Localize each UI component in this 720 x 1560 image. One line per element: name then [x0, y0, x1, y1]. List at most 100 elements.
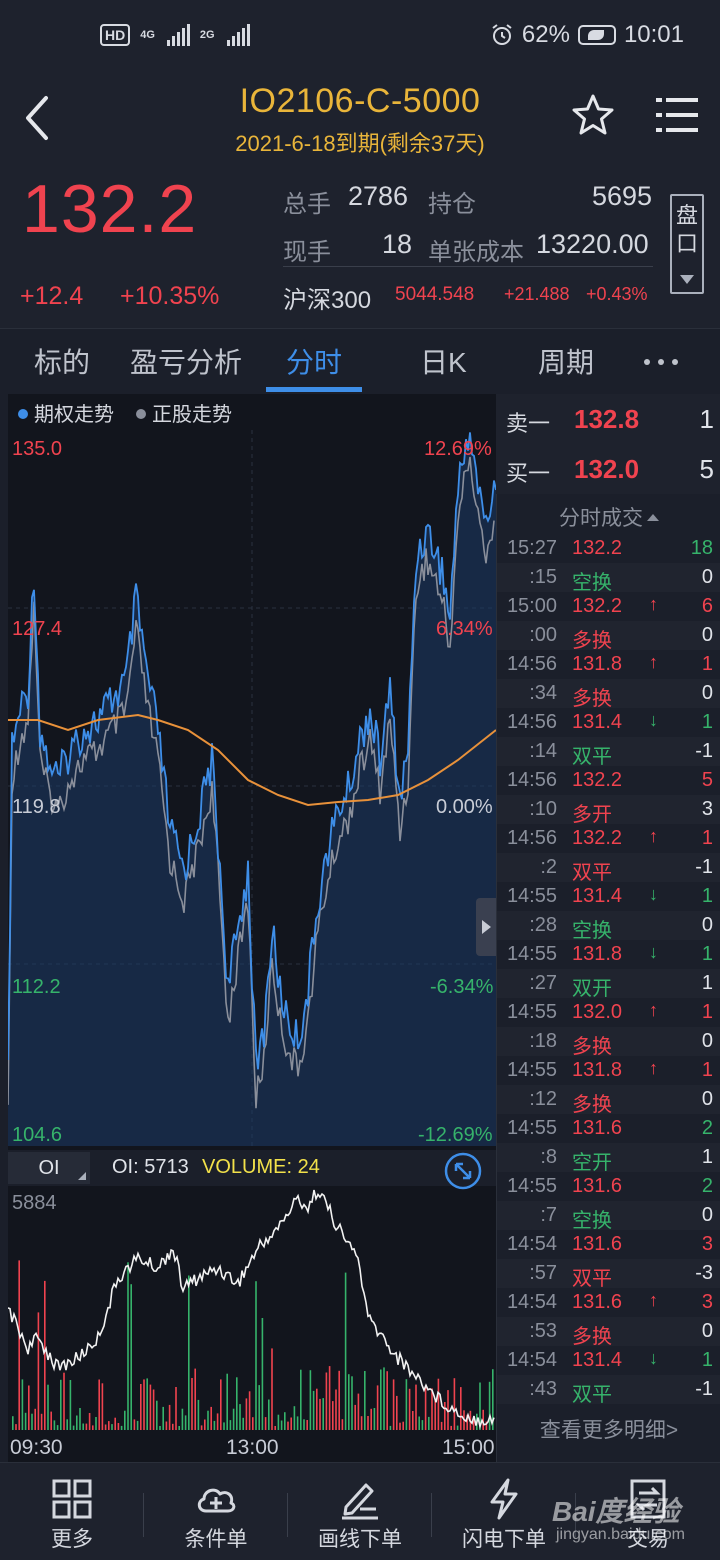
volume-bar: [82, 1423, 84, 1430]
trade-qty: 1: [701, 885, 713, 907]
nav-flash-order[interactable]: 闪电下单: [432, 1463, 576, 1560]
trade-time: :18: [529, 1030, 557, 1052]
nav-separator: [575, 1493, 576, 1537]
trades-title-button[interactable]: 分时成交: [497, 502, 720, 532]
volume-bar: [18, 1260, 20, 1430]
order-book-toggle-button[interactable]: 盘口: [670, 194, 704, 294]
trade-row: 14:55 131.6 2: [497, 1114, 720, 1143]
volume-bar: [348, 1374, 350, 1430]
volume-bar: [120, 1425, 123, 1430]
active-tab-indicator: [266, 387, 362, 392]
volume-bar: [232, 1408, 235, 1430]
trade-price: 多换: [572, 688, 612, 710]
tab-intraday[interactable]: 分时: [286, 347, 343, 378]
trade-qty: 1: [701, 972, 713, 994]
nav-conditional-order[interactable]: 条件单: [144, 1463, 288, 1560]
ask-qty: 1: [699, 404, 714, 434]
y-label-lower: 112.2: [12, 976, 61, 998]
nav-trade-label: 交易: [627, 1528, 669, 1551]
volume-bar: [152, 1389, 155, 1430]
volume-bar: [72, 1425, 75, 1430]
see-more-link[interactable]: 查看更多明细>: [539, 1419, 679, 1442]
legend-option[interactable]: 期权走势: [18, 398, 114, 427]
volume-bar: [319, 1398, 321, 1430]
trade-row: :8 空开 1: [497, 1143, 720, 1174]
nav-trade[interactable]: 交易: [576, 1463, 720, 1560]
volume-bar: [159, 1426, 161, 1430]
volume-bar: [396, 1395, 398, 1430]
volume-readout: VOLUME: 24: [202, 1156, 320, 1178]
trade-row: 14:55 131.8 ↓ 1: [497, 940, 720, 969]
tab-pnl-analysis[interactable]: 盈亏分析: [130, 347, 243, 378]
trade-qty: 5: [701, 769, 713, 791]
volume-bar: [271, 1348, 273, 1430]
trade-direction-icon: ↓: [649, 884, 658, 904]
time-label-open: 09:30: [10, 1436, 63, 1459]
favorite-star-icon[interactable]: [570, 92, 616, 138]
price-change: +12.4: [20, 282, 84, 310]
volume-bar: [124, 1410, 126, 1430]
indicator-select[interactable]: OI: [8, 1152, 90, 1184]
pct-label-high: 12.69%: [424, 438, 492, 460]
time-and-sales: 分时成交 15:27 132.2 18:15 空换 0 15:00 132.2 ↑ 6:00 多换…: [496, 494, 720, 1462]
tab-daily-k[interactable]: 日K: [420, 347, 467, 378]
volume-bar: [117, 1423, 120, 1430]
trade-time: :8: [540, 1146, 557, 1168]
trade-price: 132.2: [572, 595, 623, 617]
trade-qty: 0: [701, 1320, 713, 1342]
tab-underlying[interactable]: 标的: [34, 347, 91, 378]
volume-bar: [50, 1411, 52, 1430]
back-icon[interactable]: [22, 94, 52, 142]
volume-bar: [453, 1378, 456, 1430]
volume-bar: [399, 1422, 401, 1430]
trade-qty: -1: [695, 1378, 713, 1400]
trade-time: :7: [540, 1204, 557, 1226]
volume-bar: [408, 1388, 411, 1430]
trade-price: 双平: [572, 746, 612, 768]
volume-bar: [226, 1373, 228, 1430]
trade-time: 14:55: [506, 1175, 557, 1197]
volume-bar: [15, 1424, 17, 1430]
nav-draw-line-order[interactable]: 画线下单: [288, 1463, 432, 1560]
menu-icon[interactable]: [656, 96, 698, 134]
tab-period[interactable]: 周期: [538, 347, 595, 378]
volume-bar: [312, 1390, 315, 1430]
trade-price: 131.4: [572, 711, 623, 733]
bid-row[interactable]: 买一 132.0 5: [506, 450, 714, 490]
ask-row[interactable]: 卖一 132.8 1: [506, 400, 714, 440]
trade-price: 131.6: [572, 1233, 623, 1255]
header: IO2106-C-5000 2021-6-18到期(剩余37天): [0, 70, 720, 170]
trade-price: 空换: [572, 920, 612, 942]
collapse-panel-handle[interactable]: [476, 898, 496, 956]
volume-bar: [300, 1369, 302, 1430]
trade-price: 131.4: [572, 885, 623, 907]
more-tabs-icon[interactable]: [644, 359, 678, 365]
volume-bar: [437, 1378, 440, 1430]
trade-qty: 2: [701, 1117, 713, 1139]
volume-bar: [415, 1384, 417, 1430]
oi-volume-chart[interactable]: [8, 1188, 496, 1430]
volume-bar: [204, 1419, 206, 1430]
lightning-icon: [490, 1478, 518, 1520]
nav-separator: [143, 1493, 144, 1537]
volume-bar: [252, 1417, 254, 1430]
trade-qty: 0: [701, 566, 713, 588]
volume-bar: [37, 1312, 40, 1430]
volume-bar: [140, 1384, 142, 1430]
volume-bar: [290, 1417, 292, 1430]
index-name: 沪深300: [283, 287, 372, 314]
trade-row: :28 空换 0: [497, 911, 720, 942]
trade-price: 双平: [572, 862, 612, 884]
expand-icon[interactable]: [444, 1152, 482, 1190]
trade-price: 多换: [572, 630, 612, 652]
volume-bar: [255, 1281, 257, 1430]
nav-more[interactable]: 更多: [0, 1463, 144, 1560]
trade-direction-icon: ↓: [649, 1348, 658, 1368]
volume-bar: [351, 1376, 353, 1430]
price-chart[interactable]: [8, 430, 496, 1146]
trade-price: 131.8: [572, 653, 623, 675]
legend-underlying[interactable]: 正股走势: [136, 398, 232, 427]
order-book: 卖一 132.8 1 买一 132.0 5: [496, 394, 720, 494]
quote-panel: 132.2 +12.4 +10.35% 总手 2786 持仓 5695 现手 1…: [0, 170, 720, 328]
trade-price: 132.2: [572, 827, 623, 849]
